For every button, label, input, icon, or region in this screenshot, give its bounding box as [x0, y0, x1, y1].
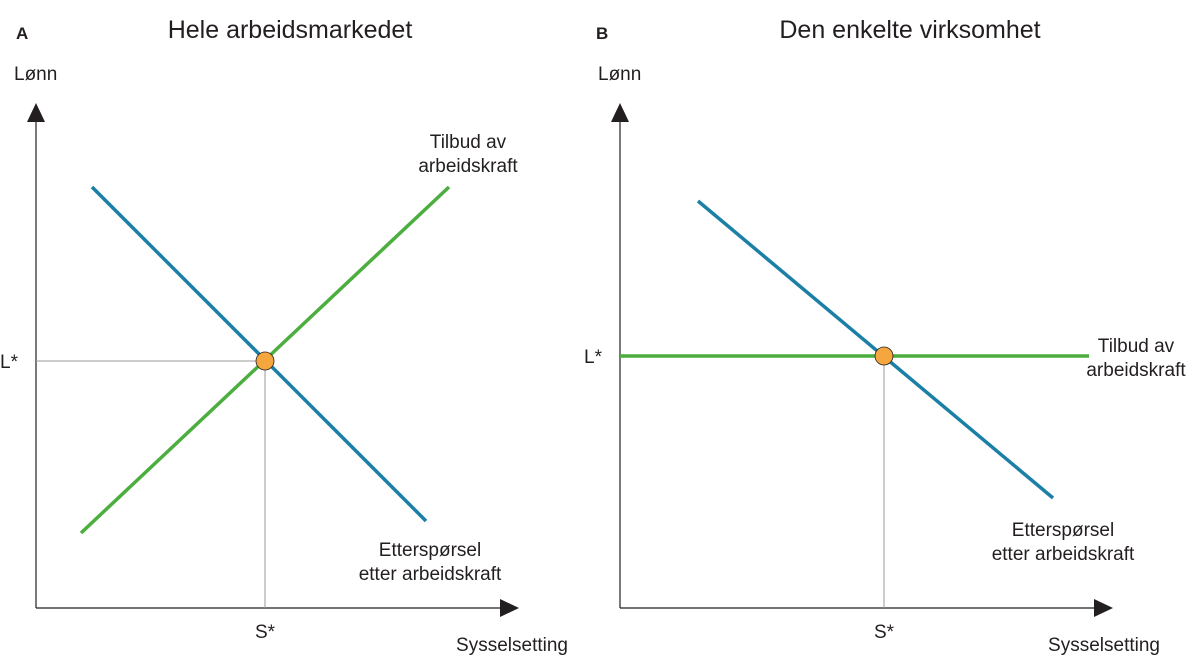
panel-b-x-axis-label: Sysselsetting	[1048, 635, 1160, 656]
panel-b-demand-label-line1: Etterspørsel	[1012, 520, 1114, 541]
panel-b: B Den enkelte virksomhet Lønn Sysselsett…	[584, 16, 1186, 656]
panel-a-demand-label-line1: Etterspørsel	[379, 540, 481, 561]
panel-a-y-axis-arrow	[27, 103, 45, 122]
panel-b-x-axis-arrow	[1094, 599, 1113, 617]
panel-b-title: Den enkelte virksomhet	[779, 16, 1040, 44]
panel-a-supply-label-line2: arbeidskraft	[418, 156, 518, 177]
panel-b-supply-label-line2: arbeidskraft	[1086, 360, 1186, 381]
panel-b-supply-label-line1: Tilbud av	[1098, 336, 1175, 357]
panel-a-supply-label-line1: Tilbud av	[430, 132, 507, 153]
panel-b-y-axis-arrow	[611, 103, 629, 122]
panel-a-x-axis-arrow	[500, 599, 519, 617]
panel-b-y-axis-label: Lønn	[598, 64, 641, 85]
panel-b-demand-curve	[696, 199, 1055, 500]
panel-a-employment-label: S*	[255, 622, 276, 643]
panel-b-demand-label-line2: etter arbeidskraft	[992, 544, 1135, 565]
panel-a-title: Hele arbeidsmarkedet	[168, 16, 413, 44]
panel-a-y-axis-label: Lønn	[14, 64, 57, 85]
panel-b-equilibrium-point	[874, 346, 894, 366]
panel-b-letter: B	[596, 24, 608, 43]
panel-a: A Hele arbeidsmarkedet Lønn Sysselsettin…	[0, 16, 568, 656]
panel-b-wage-label: L*	[584, 347, 603, 368]
panel-b-employment-label: S*	[874, 622, 895, 643]
panel-a-wage-label: L*	[0, 352, 19, 373]
panel-a-demand-label-line2: etter arbeidskraft	[359, 564, 502, 585]
panel-a-letter: A	[16, 24, 28, 43]
panel-a-equilibrium-point	[255, 351, 275, 371]
panel-a-x-axis-label: Sysselsetting	[456, 635, 568, 656]
